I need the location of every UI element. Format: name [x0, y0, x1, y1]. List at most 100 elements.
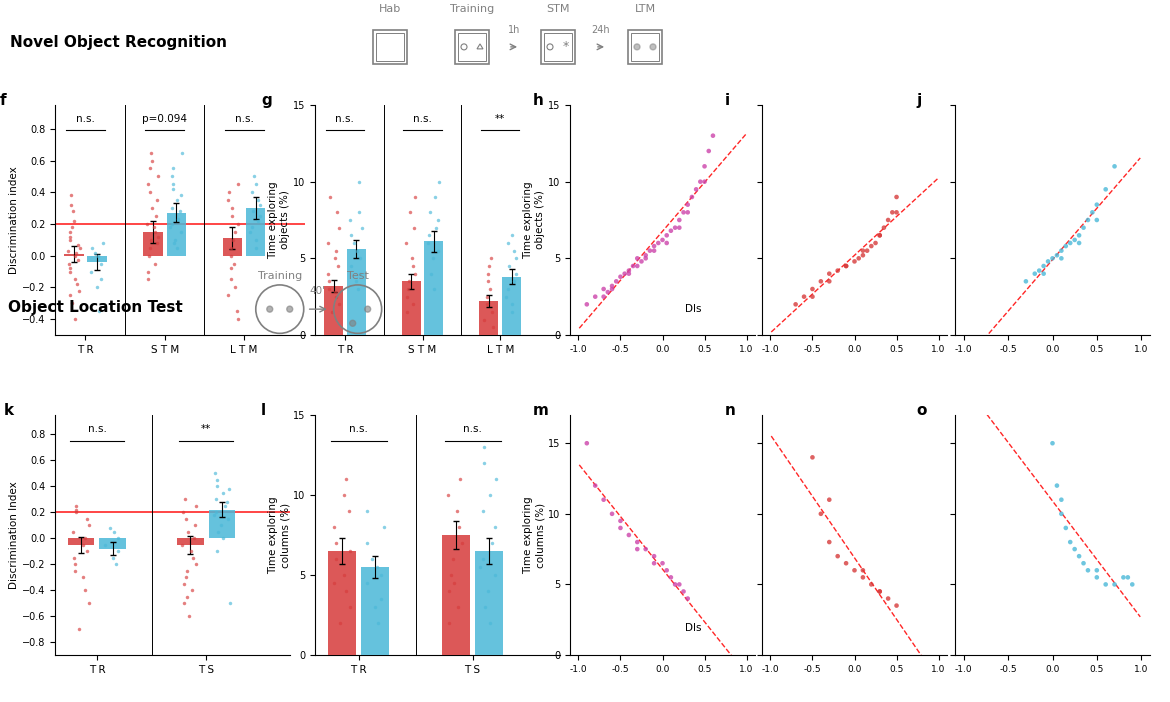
Text: n.s.: n.s. — [76, 114, 95, 124]
Point — [1096, 184, 1115, 195]
Bar — [328, 551, 356, 655]
Bar — [425, 241, 443, 335]
Point — [803, 284, 821, 295]
Point — [803, 291, 821, 303]
Bar — [401, 282, 421, 335]
Text: STM: STM — [546, 4, 570, 14]
Point — [870, 586, 889, 597]
Point — [1066, 234, 1085, 246]
Point — [695, 161, 714, 172]
Text: n.s.: n.s. — [350, 425, 369, 435]
Text: o: o — [916, 403, 927, 418]
Point — [628, 543, 647, 555]
Bar — [64, 254, 84, 256]
Point — [1061, 536, 1080, 548]
Point — [611, 515, 629, 526]
Bar — [362, 567, 390, 655]
Point — [679, 199, 697, 211]
Point — [1066, 543, 1085, 555]
Text: LTM: LTM — [634, 4, 655, 14]
Point — [828, 550, 847, 562]
Point — [1044, 253, 1062, 264]
Y-axis label: Discrimination index: Discrimination index — [9, 166, 19, 274]
Point — [812, 276, 831, 287]
Point — [645, 241, 663, 252]
Point — [854, 564, 873, 576]
Point — [854, 571, 873, 583]
Text: n.s.: n.s. — [336, 114, 355, 124]
Point — [820, 268, 839, 279]
Point — [1069, 237, 1088, 249]
Point — [674, 586, 693, 597]
Point — [1074, 557, 1093, 569]
Text: m: m — [534, 403, 549, 418]
Point — [879, 214, 897, 225]
Text: Novel Object Recognition: Novel Object Recognition — [11, 35, 227, 51]
Y-axis label: Time exploring
objects (%): Time exploring objects (%) — [269, 181, 290, 259]
Point — [586, 480, 605, 491]
Point — [1087, 571, 1106, 583]
Point — [695, 176, 714, 187]
Text: f: f — [0, 93, 7, 109]
Point — [1083, 206, 1102, 218]
Point — [658, 564, 676, 576]
Point — [786, 299, 805, 310]
Bar — [475, 551, 503, 655]
Point — [1079, 214, 1097, 225]
Text: n.s.: n.s. — [463, 425, 482, 435]
Text: Training: Training — [450, 4, 494, 14]
Point — [619, 268, 638, 279]
Point — [883, 206, 902, 218]
Point — [820, 536, 839, 548]
Text: 24h: 24h — [592, 25, 611, 35]
Point — [858, 245, 876, 256]
Text: Test: Test — [346, 271, 369, 281]
Point — [1052, 245, 1071, 256]
Bar — [88, 256, 106, 262]
Text: p=0.094: p=0.094 — [143, 114, 187, 124]
Point — [682, 192, 701, 203]
Point — [849, 253, 868, 264]
Point — [645, 550, 663, 562]
Circle shape — [365, 306, 371, 312]
Point — [1052, 494, 1071, 505]
Point — [1119, 571, 1137, 583]
Point — [658, 237, 676, 249]
Point — [1034, 268, 1053, 279]
Point — [679, 593, 697, 604]
Point — [1030, 265, 1048, 276]
Bar — [442, 535, 470, 655]
Point — [1096, 578, 1115, 590]
Point — [628, 260, 647, 272]
Point — [803, 451, 821, 463]
Text: 40': 40' — [310, 286, 325, 296]
Bar — [166, 213, 186, 256]
Text: n.s.: n.s. — [413, 114, 432, 124]
Point — [586, 291, 605, 303]
Point — [1044, 437, 1062, 449]
Point — [1057, 241, 1075, 252]
Point — [1039, 256, 1058, 267]
Point — [670, 222, 689, 233]
Point — [661, 225, 680, 237]
Text: k: k — [4, 403, 13, 418]
Point — [653, 557, 672, 569]
Point — [1034, 260, 1053, 272]
Y-axis label: Time exploring
columns (%): Time exploring columns (%) — [523, 496, 545, 574]
Y-axis label: Time exploring
columns (%): Time exploring columns (%) — [269, 496, 290, 574]
Point — [874, 222, 893, 233]
Point — [866, 237, 885, 249]
Point — [1025, 268, 1044, 279]
Point — [1052, 508, 1071, 519]
Text: j: j — [916, 93, 921, 109]
Point — [645, 245, 663, 256]
Point — [653, 234, 672, 246]
Text: i: i — [725, 93, 730, 109]
Point — [649, 237, 668, 249]
Point — [679, 206, 697, 218]
Point — [854, 245, 873, 256]
Point — [619, 265, 638, 276]
Point — [862, 578, 881, 590]
Point — [670, 578, 689, 590]
Point — [845, 564, 863, 576]
